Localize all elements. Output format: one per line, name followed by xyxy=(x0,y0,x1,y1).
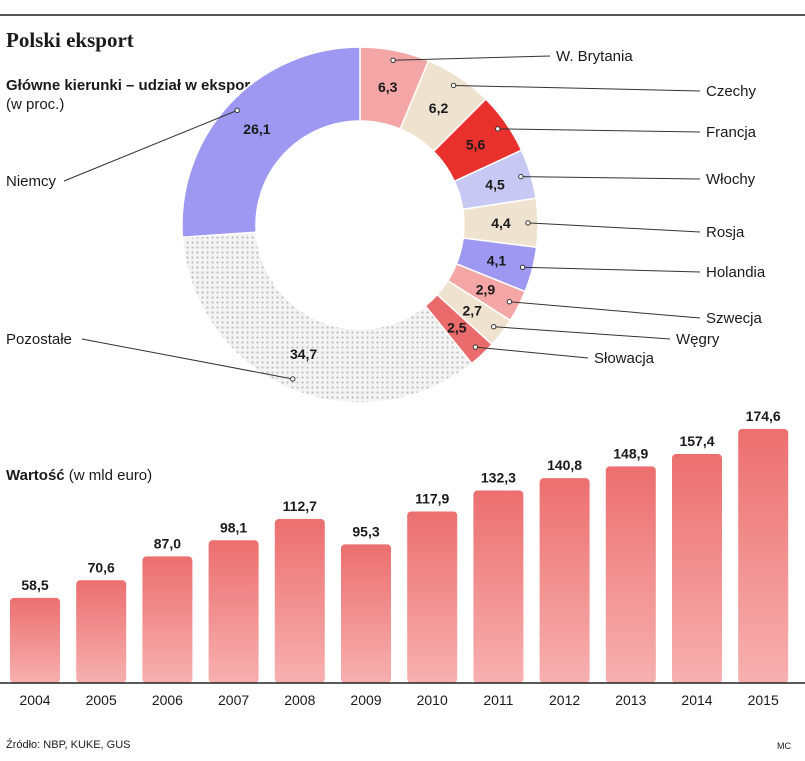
donut-label-niemcy: Niemcy xyxy=(6,173,57,190)
donut-value-szwecja: 2,9 xyxy=(476,281,496,297)
donut-value-pozostale: 34,7 xyxy=(290,346,317,362)
bar-chart: 58,5 2004 70,6 2005 87,0 2006 98,1 2007 112,7 200… xyxy=(0,408,805,708)
donut-value-francja: 5,6 xyxy=(466,136,486,152)
leader-line-w-brytania xyxy=(393,55,551,61)
bar-2012 xyxy=(539,478,590,683)
donut-subtitle-unit: (w proc.) xyxy=(6,96,65,113)
leader-line-niemcy xyxy=(63,109,238,182)
donut-label-wegry: Węgry xyxy=(676,331,720,348)
donut-value-niemcy: 26,1 xyxy=(243,121,270,137)
bar-value-label-2008: 112,7 xyxy=(283,498,317,514)
bar-value-label-2013: 148,9 xyxy=(613,445,648,461)
leader-dot-slowacja xyxy=(472,344,479,350)
donut-label-w-brytania: W. Brytania xyxy=(556,48,633,65)
leader-dot-rosja xyxy=(525,220,531,226)
donut-label-slowacja: Słowacja xyxy=(594,350,655,367)
bar-2005 xyxy=(76,580,127,683)
donut-label-rosja: Rosja xyxy=(706,224,745,241)
leader-line-slowacja xyxy=(475,346,589,359)
bar-2013 xyxy=(605,466,656,683)
leader-dot-pozostale xyxy=(290,376,296,382)
x-tick-label-2014: 2014 xyxy=(681,692,712,708)
bar-value-label-2006: 87,0 xyxy=(154,535,181,551)
bar-value-label-2007: 98,1 xyxy=(220,519,247,535)
bar-value-label-2015: 174,6 xyxy=(746,408,781,424)
bar-chart-title: Wartość (w mld euro) xyxy=(6,467,152,484)
bar-2011 xyxy=(473,490,524,683)
bar-value-label-2011: 132,3 xyxy=(481,470,516,486)
leader-dot-wegry xyxy=(491,324,497,330)
donut-value-wegry: 2,7 xyxy=(462,302,482,318)
bar-chart-title-unit: (w mld euro) xyxy=(68,467,153,484)
x-tick-label-2011: 2011 xyxy=(483,692,513,708)
bar-2004 xyxy=(10,597,60,683)
bar-value-label-2004: 58,5 xyxy=(21,577,48,593)
donut-slice-pozostale xyxy=(181,231,473,404)
bar-2010 xyxy=(407,511,458,683)
x-tick-label-2004: 2004 xyxy=(19,692,50,708)
x-tick-label-2006: 2006 xyxy=(152,692,183,708)
leader-dot-szwecja xyxy=(506,299,513,305)
source-note: Źródło: NBP, KUKE, GUS xyxy=(6,739,131,751)
credit-mark: MC xyxy=(777,741,791,751)
bar-value-label-2010: 117,9 xyxy=(415,490,449,506)
bar-2009 xyxy=(341,544,391,683)
leader-line-szwecja xyxy=(509,301,701,319)
leader-dot-wlochy xyxy=(518,173,524,180)
bar-chart-title-bold: Wartość xyxy=(6,467,65,484)
x-tick-label-2015: 2015 xyxy=(748,692,779,708)
x-tick-label-2005: 2005 xyxy=(86,692,117,708)
donut-label-francja: Francja xyxy=(706,124,757,141)
x-tick-label-2007: 2007 xyxy=(218,692,249,708)
x-tick-label-2008: 2008 xyxy=(284,692,315,708)
bar-2006 xyxy=(142,556,193,683)
leader-dot-francja xyxy=(495,126,501,132)
donut-value-rosja: 4,4 xyxy=(491,215,511,231)
top-rule xyxy=(0,14,805,16)
bar-2014 xyxy=(672,454,722,683)
donut-subtitle: Główne kierunki – udział w eksporcie (w … xyxy=(6,76,271,114)
donut-chart: 6,3 W. Brytania 6,2 Czechy 5,6 Francja 4,5 Włoc… xyxy=(6,46,766,404)
leader-line-pozostale xyxy=(81,338,293,380)
donut-value-czechy: 6,2 xyxy=(429,100,449,116)
x-tick-label-2010: 2010 xyxy=(417,692,448,708)
donut-value-w-brytania: 6,3 xyxy=(378,79,398,95)
bar-value-label-2005: 70,6 xyxy=(88,559,115,575)
leader-dot-w-brytania xyxy=(390,57,396,63)
donut-subtitle-bold: Główne kierunki – udział w eksporcie xyxy=(6,77,272,94)
x-tick-label-2013: 2013 xyxy=(615,692,646,708)
leader-dot-niemcy xyxy=(234,107,240,114)
donut-label-czechy: Czechy xyxy=(706,83,757,100)
leader-dot-czechy xyxy=(450,82,457,89)
donut-slice-niemcy xyxy=(181,46,361,239)
donut-label-pozostale: Pozostałe xyxy=(6,331,72,348)
chart-title: Polski eksport xyxy=(6,28,134,52)
bar-2007 xyxy=(208,540,259,683)
donut-label-holandia: Holandia xyxy=(706,264,766,281)
leader-line-rosja xyxy=(527,222,701,233)
donut-value-slowacja: 2,5 xyxy=(447,319,467,335)
bar-value-label-2009: 95,3 xyxy=(352,523,379,539)
x-tick-label-2009: 2009 xyxy=(350,692,381,708)
leader-dot-holandia xyxy=(519,264,526,270)
bar-2015 xyxy=(738,429,789,683)
bar-2008 xyxy=(274,519,325,683)
donut-value-holandia: 4,1 xyxy=(487,252,507,268)
leader-line-czechy xyxy=(453,84,701,92)
donut-label-wlochy: Włochy xyxy=(706,171,756,188)
x-tick-label-2012: 2012 xyxy=(549,692,580,708)
bar-value-label-2012: 140,8 xyxy=(547,457,582,473)
leader-line-holandia xyxy=(522,266,701,273)
donut-value-wlochy: 4,5 xyxy=(485,176,505,192)
bar-value-label-2014: 157,4 xyxy=(679,433,714,449)
leader-line-wegry xyxy=(493,326,671,340)
leader-line-francja xyxy=(497,128,701,133)
leader-line-wlochy xyxy=(520,176,701,180)
donut-label-szwecja: Szwecja xyxy=(706,310,763,327)
